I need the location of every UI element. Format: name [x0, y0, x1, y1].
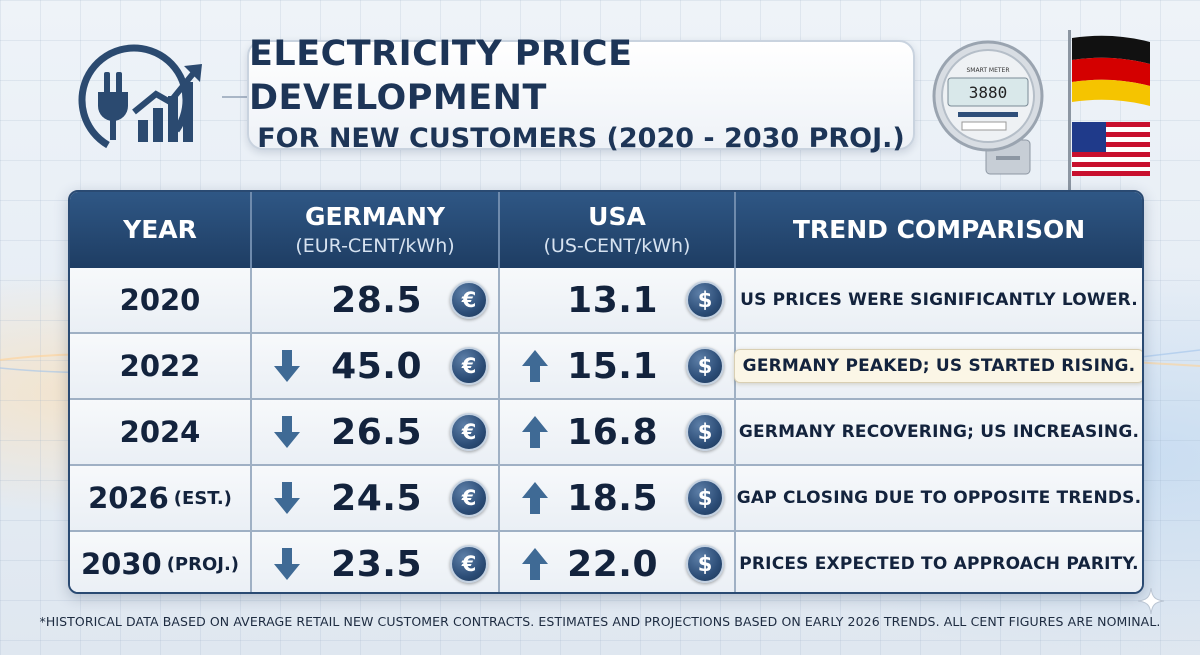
usa-cell: 13.1 $ — [500, 268, 736, 332]
table-row: 2030 (PROJ.) 23.5 € 22.0 $ PRICES EXPECT… — [70, 530, 1142, 592]
arrow-up-icon — [520, 348, 550, 384]
column-header-germany: GERMANY (EUR-CENT/kWh) — [252, 192, 500, 268]
arrow-down-icon — [272, 414, 302, 450]
usa-cell: 18.5 $ — [500, 466, 736, 530]
year-cell: 2026 (EST.) — [70, 466, 252, 530]
meter-reading: 3880 — [969, 83, 1008, 102]
usa-price: 16.8 — [567, 411, 658, 453]
arrow-down-icon — [272, 546, 302, 582]
germany-price: 45.0 — [331, 345, 422, 387]
arrow-placeholder — [272, 282, 302, 318]
germany-cell: 28.5 € — [252, 268, 500, 332]
title-banner: ELECTRICITY PRICE DEVELOPMENT FOR NEW CU… — [247, 34, 915, 154]
germany-price: 23.5 — [331, 543, 422, 585]
country-flags — [1068, 30, 1150, 190]
year-value: 2022 — [119, 349, 201, 383]
year-cell: 2020 — [70, 268, 252, 332]
table-row: 2026 (EST.) 24.5 € 18.5 $ GAP CLOSING DU… — [70, 464, 1142, 530]
table-row: 2020 28.5 € 13.1 $ US PRICES WERE SIGNIF… — [70, 268, 1142, 332]
trend-cell: US PRICES WERE SIGNIFICANTLY LOWER. — [736, 268, 1142, 332]
trend-text: GERMANY PEAKED; US STARTED RISING. — [733, 349, 1142, 383]
arrow-up-icon — [520, 480, 550, 516]
trend-text: GERMANY RECOVERING; US INCREASING. — [738, 422, 1140, 442]
year-value: 2024 — [119, 415, 201, 449]
trend-cell: GAP CLOSING DUE TO OPPOSITE TRENDS. — [736, 466, 1142, 530]
usa-cell: 15.1 $ — [500, 334, 736, 398]
germany-price: 24.5 — [331, 477, 422, 519]
page-subtitle: FOR NEW CUSTOMERS (2020 - 2030 PROJ.) — [257, 123, 905, 154]
footnote: *HISTORICAL DATA BASED ON AVERAGE RETAIL… — [39, 614, 1161, 629]
germany-cell: 23.5 € — [252, 532, 500, 592]
price-table: YEAR GERMANY (EUR-CENT/kWh) USA (US-CENT… — [68, 190, 1144, 594]
trend-text: PRICES EXPECTED TO APPROACH PARITY. — [739, 554, 1139, 574]
dollar-coin-icon: $ — [686, 281, 724, 319]
column-header-trend: TREND COMPARISON — [792, 215, 1086, 244]
title-connector — [222, 96, 252, 98]
arrow-placeholder — [520, 282, 550, 318]
year-note: (EST.) — [173, 487, 232, 509]
column-header-year: YEAR — [70, 192, 252, 268]
usa-price: 22.0 — [567, 543, 658, 585]
arrow-up-icon — [520, 546, 550, 582]
column-header-usa: USA (US-CENT/kWh) — [500, 192, 736, 268]
table-row: 2024 26.5 € 16.8 $ GERMANY RECOVERING; U… — [70, 398, 1142, 464]
trend-cell: GERMANY PEAKED; US STARTED RISING. — [733, 334, 1142, 398]
germany-cell: 26.5 € — [252, 400, 500, 464]
usa-cell: 22.0 $ — [500, 532, 736, 592]
arrow-up-icon — [520, 414, 550, 450]
usa-price: 15.1 — [567, 345, 658, 387]
arrow-down-icon — [272, 348, 302, 384]
euro-coin-icon: € — [450, 281, 488, 319]
year-cell: 2022 — [70, 334, 252, 398]
dollar-coin-icon: $ — [686, 347, 724, 385]
smart-meter-icon: SMART METER 3880 — [932, 40, 1044, 175]
year-note: (PROJ.) — [166, 553, 240, 575]
table-body: 2020 28.5 € 13.1 $ US PRICES WERE SIGNIF… — [70, 268, 1142, 592]
euro-coin-icon: € — [450, 479, 488, 517]
trend-text: US PRICES WERE SIGNIFICANTLY LOWER. — [740, 290, 1138, 310]
sparkle-icon — [1137, 587, 1165, 615]
plug-growth-chart-icon — [78, 44, 202, 156]
usa-flag — [1072, 122, 1150, 176]
year-value: 2030 — [80, 547, 162, 581]
dollar-coin-icon: $ — [686, 413, 724, 451]
germany-price: 28.5 — [331, 279, 422, 321]
trend-cell: GERMANY RECOVERING; US INCREASING. — [736, 400, 1142, 464]
dollar-coin-icon: $ — [686, 479, 724, 517]
page-title: ELECTRICITY PRICE DEVELOPMENT — [249, 34, 633, 118]
germany-flag — [1072, 35, 1150, 106]
table-row: 2022 45.0 € 15.1 $ GERMANY PEAKED; US ST… — [70, 332, 1142, 398]
germany-price: 26.5 — [331, 411, 422, 453]
euro-coin-icon: € — [450, 413, 488, 451]
euro-coin-icon: € — [450, 347, 488, 385]
usa-cell: 16.8 $ — [500, 400, 736, 464]
germany-cell: 45.0 € — [252, 334, 500, 398]
euro-coin-icon: € — [450, 545, 488, 583]
arrow-down-icon — [272, 480, 302, 516]
year-value: 2026 — [88, 481, 169, 515]
trend-cell: PRICES EXPECTED TO APPROACH PARITY. — [736, 532, 1142, 592]
meter-label: SMART METER — [967, 67, 1010, 74]
dollar-coin-icon: $ — [686, 545, 724, 583]
year-value: 2020 — [119, 283, 201, 317]
usa-price: 13.1 — [567, 279, 658, 321]
usa-price: 18.5 — [567, 477, 658, 519]
year-cell: 2030 (PROJ.) — [70, 532, 252, 592]
germany-cell: 24.5 € — [252, 466, 500, 530]
year-cell: 2024 — [70, 400, 252, 464]
trend-text: GAP CLOSING DUE TO OPPOSITE TRENDS. — [736, 488, 1142, 508]
table-header: YEAR GERMANY (EUR-CENT/kWh) USA (US-CENT… — [70, 192, 1142, 268]
